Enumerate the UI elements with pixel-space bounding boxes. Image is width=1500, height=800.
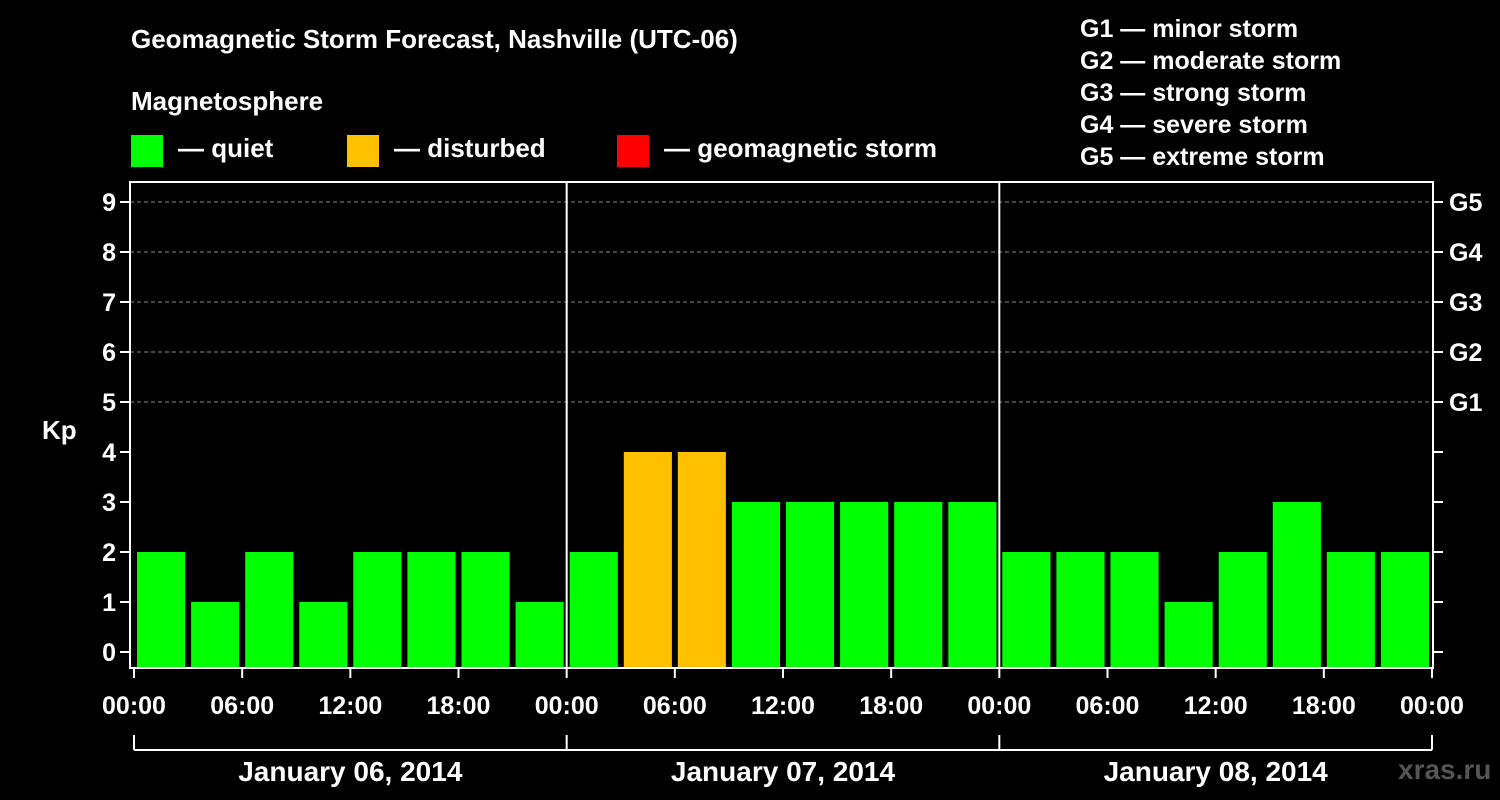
bar-4 [353, 552, 402, 668]
bar-15 [948, 502, 997, 668]
bar-23 [1380, 552, 1429, 668]
bar-21 [1272, 502, 1321, 668]
bar-8 [569, 552, 618, 668]
y-tick-label-6: 6 [102, 339, 116, 367]
storm-scale-g4: G4 — severe storm [1080, 111, 1308, 139]
bar-20 [1218, 552, 1267, 668]
y-tick-label-9: 9 [102, 189, 116, 217]
bar-0 [137, 552, 186, 668]
bar-9 [623, 452, 672, 668]
y-tick-label-8: 8 [102, 239, 116, 267]
legend-disturbed-swatch [347, 135, 379, 167]
bar-19 [1164, 602, 1213, 668]
legend-storm-label: — geomagnetic storm [664, 133, 938, 163]
x-tick-label-0: 00:00 [102, 692, 166, 720]
bar-7 [515, 602, 564, 668]
bar-11 [731, 502, 780, 668]
watermark: xras.ru [1398, 754, 1492, 785]
x-tick-label-3: 18:00 [427, 692, 491, 720]
bar-12 [786, 502, 835, 668]
legend-quiet-swatch [131, 135, 163, 167]
bar-22 [1326, 552, 1375, 668]
storm-scale-legend: G1 — minor storm G2 — moderate storm G3 … [1080, 13, 1341, 173]
day-label-2: January 08, 2014 [1104, 756, 1329, 787]
bar-17 [1056, 552, 1105, 668]
bar-2 [245, 552, 294, 668]
x-tick-label-10: 12:00 [1184, 692, 1248, 720]
plot-frame [129, 181, 1434, 669]
bar-3 [299, 602, 348, 668]
bar-6 [461, 552, 510, 668]
x-tick-label-7: 18:00 [859, 692, 923, 720]
right-axis-label-G4: G4 [1449, 239, 1482, 267]
x-tick-label-8: 00:00 [967, 692, 1031, 720]
day-label-1: January 07, 2014 [671, 756, 896, 787]
bar-18 [1110, 552, 1159, 668]
x-tick-label-1: 06:00 [210, 692, 274, 720]
day-label-0: January 06, 2014 [238, 756, 463, 787]
x-tick-label-2: 12:00 [318, 692, 382, 720]
legend-storm-swatch [617, 135, 649, 167]
storm-scale-g2: G2 — moderate storm [1080, 47, 1342, 75]
y-tick-label-3: 3 [102, 489, 116, 517]
storm-scale-g5: G5 — extreme storm [1080, 143, 1325, 171]
y-tick-label-1: 1 [102, 589, 116, 617]
legend-quiet-label: — quiet [178, 133, 274, 163]
storm-scale-g3: G3 — strong storm [1080, 79, 1307, 107]
bar-10 [677, 452, 726, 668]
y-tick-label-2: 2 [102, 539, 116, 567]
bar-5 [407, 552, 456, 668]
right-axis-label-G3: G3 [1449, 289, 1482, 317]
x-tick-label-4: 00:00 [535, 692, 599, 720]
bar-16 [1002, 552, 1051, 668]
right-axis-label-G5: G5 [1449, 189, 1482, 217]
x-tick-label-11: 18:00 [1292, 692, 1356, 720]
y-axis-label: Kp [42, 415, 77, 445]
y-tick-label-0: 0 [102, 639, 116, 667]
y-tick-label-4: 4 [102, 439, 116, 467]
storm-scale-g1: G1 — minor storm [1080, 15, 1299, 43]
y-tick-label-7: 7 [102, 289, 116, 317]
bar-13 [840, 502, 889, 668]
right-axis-label-G2: G2 [1449, 339, 1482, 367]
legend-disturbed-label: — disturbed [394, 133, 546, 163]
chart-title: Geomagnetic Storm Forecast, Nashville (U… [131, 24, 738, 54]
right-axis-label-G1: G1 [1449, 389, 1482, 417]
bar-14 [894, 502, 943, 668]
x-tick-label-6: 12:00 [751, 692, 815, 720]
x-tick-label-9: 06:00 [1076, 692, 1140, 720]
x-tick-label-12: 00:00 [1400, 692, 1464, 720]
bar-1 [191, 602, 240, 668]
x-tick-label-5: 06:00 [643, 692, 707, 720]
y-tick-label-5: 5 [102, 389, 116, 417]
magnetosphere-title: Magnetosphere [131, 86, 324, 116]
